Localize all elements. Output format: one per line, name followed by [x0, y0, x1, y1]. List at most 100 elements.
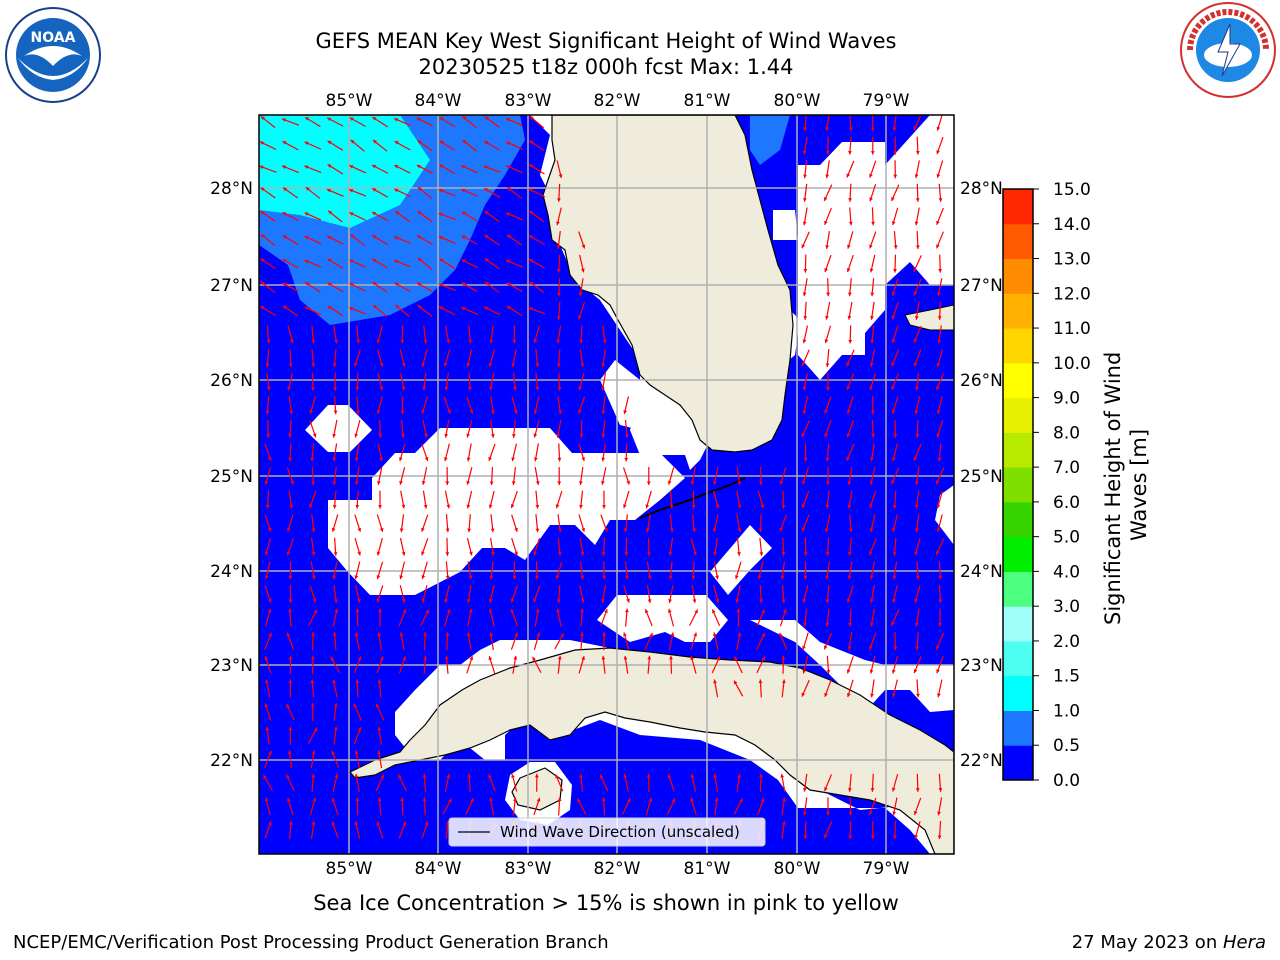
wave-arrow: [309, 420, 317, 438]
wave-arrow: [354, 632, 360, 651]
colorbar-segment: [1003, 606, 1033, 642]
wave-arrow: [690, 632, 698, 650]
wave-arrow: [308, 727, 318, 744]
wave-arrow: [332, 561, 338, 580]
wave-arrow: [333, 396, 338, 415]
lon-tick-bottom: 83°W: [505, 859, 552, 879]
wave-arrow: [400, 490, 406, 509]
wave-arrow: [937, 278, 943, 297]
wave-arrow: [756, 609, 765, 627]
colorbar-segment: [1003, 328, 1033, 364]
wave-arrow: [914, 467, 920, 485]
wave-arrow: [579, 419, 584, 438]
wave-arrow: [304, 259, 322, 268]
wave-arrow: [936, 490, 944, 509]
wave-arrow: [557, 183, 561, 202]
wave-arrow: [913, 115, 922, 131]
wave-arrow: [892, 561, 898, 580]
lat-tick-left: 28°N: [210, 179, 253, 199]
wave-arrow: [736, 467, 742, 485]
wave-arrow: [304, 141, 322, 150]
wave-arrow: [512, 797, 517, 816]
wave-arrow: [484, 234, 500, 246]
wave-arrow: [913, 278, 922, 296]
wave-arrow: [333, 372, 338, 391]
wave-arrow: [376, 656, 384, 674]
wave-arrow: [623, 490, 630, 509]
wave-arrow: [466, 349, 473, 367]
wave-arrow: [529, 115, 545, 129]
wave-arrow: [870, 325, 875, 344]
wave-arrow: [438, 283, 456, 292]
wave-arrow: [264, 443, 272, 462]
wave-arrow: [354, 349, 361, 367]
wave-arrow: [264, 467, 272, 485]
wave-arrow: [870, 115, 875, 132]
wave-arrow: [914, 207, 920, 226]
sea-ice-note: Sea Ice Concentration > 15% is shown in …: [313, 891, 899, 915]
wave-arrow: [870, 679, 875, 698]
wave-arrow: [399, 349, 406, 367]
wave-arrow: [372, 281, 388, 293]
wave-arrow: [332, 632, 337, 651]
wave-arrow: [467, 372, 472, 391]
wave-arrow: [309, 396, 316, 414]
wave-arrow: [869, 561, 876, 580]
wave-arrow: [444, 655, 449, 674]
wave-arrow: [286, 703, 295, 721]
wave-arrow: [529, 281, 545, 294]
wave-arrow: [288, 726, 293, 745]
colorbar-frame: [1002, 188, 1034, 781]
wave-arrow: [281, 118, 300, 126]
wave-arrow: [310, 537, 316, 556]
wave-arrow: [781, 537, 786, 556]
wave-arrow: [260, 210, 276, 223]
wave-arrow: [371, 164, 389, 174]
colorbar-segment: [1003, 223, 1033, 260]
wave-arrow: [713, 679, 719, 698]
lon-tick-bottom: 79°W: [863, 859, 910, 879]
wave-arrow: [438, 235, 456, 245]
wave-arrow: [349, 211, 366, 221]
wave-arrow: [803, 301, 808, 320]
wave-arrow: [399, 467, 406, 485]
lat-tick-right: 25°N: [960, 467, 1003, 487]
lon-tick-top: 80°W: [774, 91, 821, 111]
wave-arrow: [893, 419, 898, 438]
wave-arrow: [265, 490, 270, 509]
wave-arrow: [282, 234, 299, 246]
wave-arrow: [624, 443, 629, 462]
wave-arrow: [444, 443, 450, 462]
wave-arrow: [354, 821, 361, 839]
wave-arrow: [466, 632, 472, 651]
wave-arrow: [422, 490, 428, 509]
wave-arrow: [779, 467, 787, 485]
wave-arrow: [438, 306, 456, 316]
wave-arrow: [891, 325, 899, 344]
wave-arrow: [891, 302, 899, 320]
wave-arrow: [601, 467, 607, 485]
wave-arrow: [712, 514, 719, 533]
wave-arrow: [935, 538, 945, 556]
wave-arrow: [690, 467, 696, 485]
wave-arrow: [421, 821, 429, 839]
wave-arrow: [399, 443, 406, 462]
wave-arrow: [349, 282, 366, 292]
wave-arrow: [304, 306, 322, 316]
wave-arrow: [579, 325, 584, 344]
wave-arrow: [512, 561, 517, 580]
wave-arrow: [914, 301, 920, 320]
wave-arrow: [935, 467, 945, 485]
wave-arrow: [555, 561, 563, 580]
wave-arrow: [466, 585, 472, 603]
wave-arrow: [758, 466, 763, 486]
wave-arrow: [554, 633, 565, 650]
wave-arrow: [439, 164, 456, 175]
wave-arrow: [510, 632, 519, 650]
wave-arrow: [394, 164, 411, 174]
wave-arrow: [483, 187, 501, 198]
wave-arrow: [466, 490, 473, 509]
wave-arrow: [803, 820, 808, 840]
wave-arrow: [260, 281, 276, 294]
legend-label: Wind Wave Direction (unscaled): [500, 823, 740, 841]
